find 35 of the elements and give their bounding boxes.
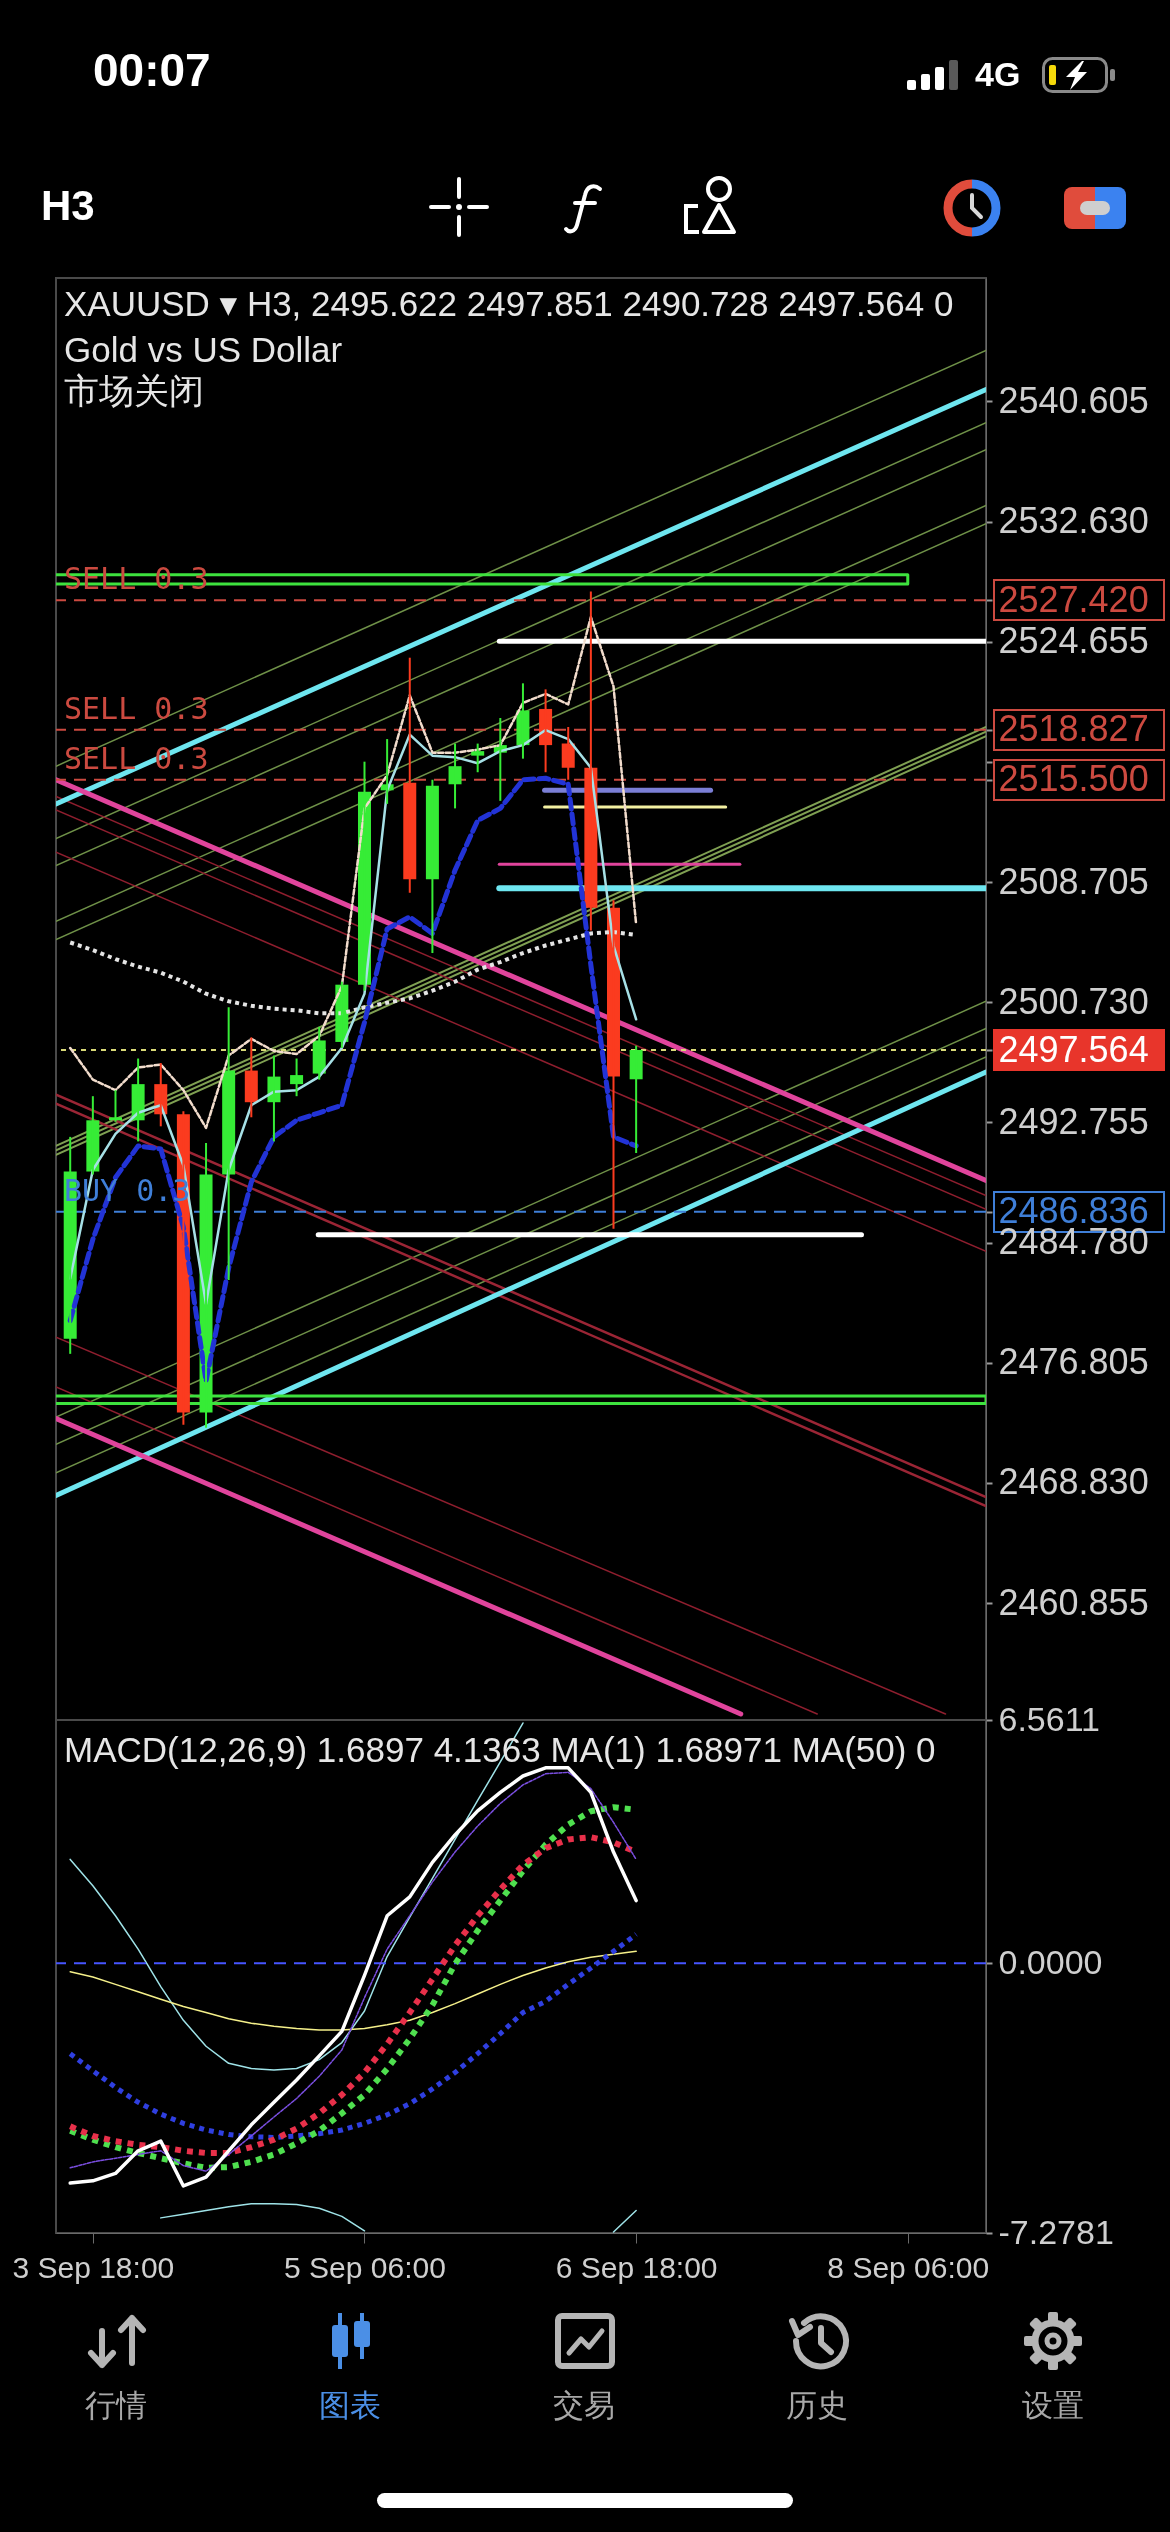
y-tick-label: 2508.705 <box>998 860 1149 902</box>
chart-title: XAUUSD ▾ H3, 2495.622 2497.851 2490.728 2497.564 0 <box>64 284 954 323</box>
x-tick-label: 3 Sep 18:00 <box>12 2250 175 2284</box>
text: 历史 <box>786 2387 848 2423</box>
y-tick-label: 0.0000 <box>998 1942 1103 1981</box>
x-tick-label: 6 Sep 18:00 <box>555 2250 718 2284</box>
text: 交易 <box>553 2387 615 2423</box>
x-tick-label: 8 Sep 06:00 <box>827 2250 990 2284</box>
text: 00:07 <box>93 44 211 96</box>
y-tick-label: 2500.730 <box>998 980 1149 1022</box>
y-tick-label: -7.2781 <box>998 2212 1114 2251</box>
ref-line-label: SELL 0.3 <box>64 740 209 776</box>
x-tick-label: 5 Sep 06:00 <box>284 2250 446 2284</box>
text: 图表 <box>319 2387 381 2423</box>
line-series <box>68 615 638 1130</box>
text: H3 <box>41 182 95 229</box>
y-tick-label: 2532.630 <box>998 500 1149 542</box>
y-tick-label: 2540.605 <box>998 379 1149 421</box>
line-series <box>69 1950 637 2031</box>
line-series <box>160 2203 366 2232</box>
text: Gold vs US Dollar <box>64 330 343 369</box>
candlestick <box>471 742 485 774</box>
text: 行情 <box>85 2387 147 2423</box>
y-tick-label: 2460.855 <box>998 1581 1149 1623</box>
text: 设置 <box>1022 2387 1084 2423</box>
y-tick-label: 2524.655 <box>998 620 1149 662</box>
y-tick-label: 6.5611 <box>998 1699 1100 1738</box>
y-tick-label: 2527.420 <box>998 578 1149 620</box>
y-tick-label: 2497.564 <box>998 1028 1149 1070</box>
text: 4G <box>975 55 1021 93</box>
y-tick-label: 2492.755 <box>998 1100 1149 1142</box>
line-series <box>68 728 638 1306</box>
annotation: 市场关闭 <box>64 371 204 410</box>
y-tick-label: 2476.805 <box>998 1341 1149 1383</box>
y-tick-label: 2468.830 <box>998 1461 1149 1503</box>
